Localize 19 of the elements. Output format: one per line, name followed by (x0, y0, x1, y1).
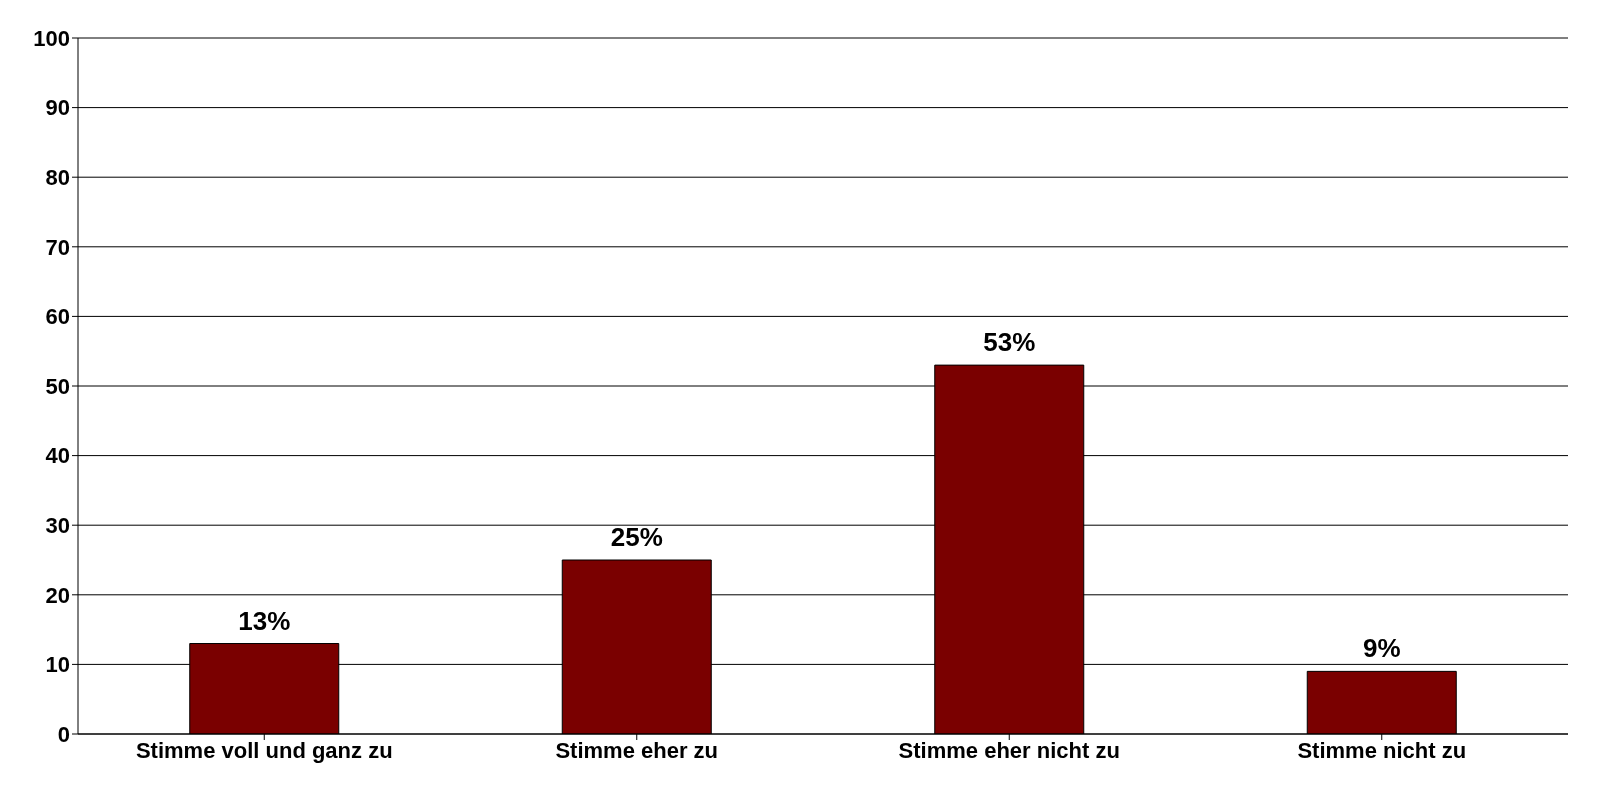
x-tick-label: Stimme eher zu (555, 737, 719, 763)
data-label: 13% (238, 605, 291, 636)
data-label: 9% (1362, 633, 1401, 664)
x-tick-label: Stimme eher nicht zu (898, 737, 1120, 763)
y-tick-label: 40 (45, 443, 70, 469)
y-tick-label: 50 (45, 373, 70, 399)
y-tick-label: 70 (45, 234, 70, 260)
y-tick-label: 10 (45, 652, 70, 678)
y-tick-label: 80 (45, 165, 70, 191)
y-tick-label: 30 (45, 513, 70, 539)
y-tick-label: 60 (45, 304, 70, 330)
y-tick-label: 90 (45, 95, 70, 121)
x-tick-label: Stimme voll und ganz zu (135, 737, 393, 763)
y-tick-label: 0 (57, 721, 70, 747)
y-tick-label: 20 (45, 582, 70, 608)
x-tick-label: Stimme nicht zu (1297, 737, 1467, 763)
data-label: 53% (983, 327, 1036, 358)
y-tick-label: 100 (33, 25, 70, 51)
data-label: 25% (610, 522, 663, 552)
